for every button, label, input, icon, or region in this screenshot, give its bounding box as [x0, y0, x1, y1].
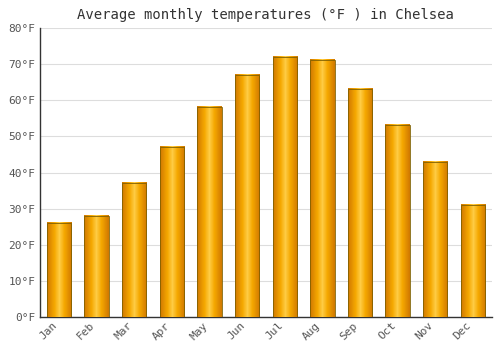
Bar [160, 147, 184, 317]
Bar [84, 216, 109, 317]
Bar [386, 126, 410, 317]
Bar [122, 183, 146, 317]
Bar [198, 107, 222, 317]
Bar [460, 205, 485, 317]
Bar [348, 89, 372, 317]
Bar [272, 57, 297, 317]
Bar [235, 75, 260, 317]
Bar [47, 223, 71, 317]
Title: Average monthly temperatures (°F ) in Chelsea: Average monthly temperatures (°F ) in Ch… [78, 8, 454, 22]
Bar [423, 162, 448, 317]
Bar [310, 60, 334, 317]
